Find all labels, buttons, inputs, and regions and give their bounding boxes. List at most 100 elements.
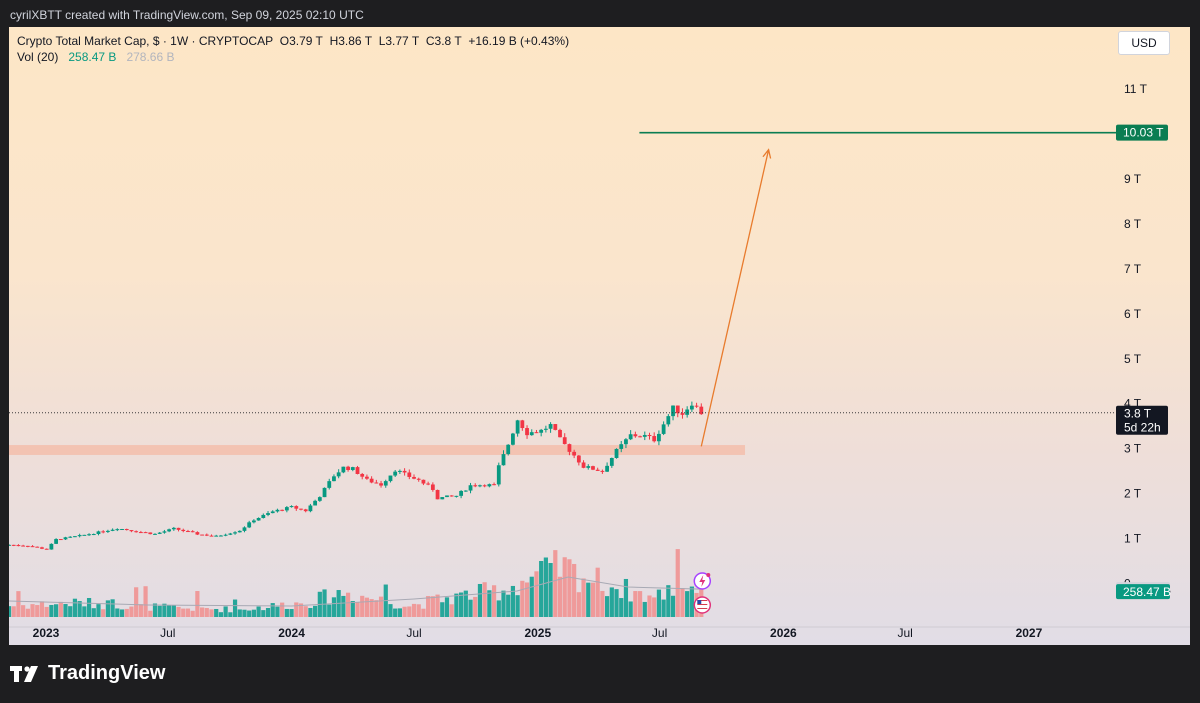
candle-body [562, 437, 567, 445]
candle-body [332, 476, 336, 482]
candle-body [223, 534, 228, 536]
candles [9, 401, 704, 550]
volume-bar [378, 596, 384, 617]
volume-bar [331, 597, 337, 617]
candle-body [445, 495, 449, 498]
volume-bar [642, 601, 647, 617]
volume-bar [96, 604, 101, 617]
volume-bar [232, 599, 238, 617]
candle-body [110, 529, 115, 531]
volume-bar [553, 550, 558, 617]
volume-bar [195, 591, 200, 617]
candle-body [591, 466, 595, 470]
volume-bar [237, 609, 242, 617]
x-tick-label: 2027 [1016, 626, 1043, 640]
volume-bar [586, 582, 591, 617]
volume-bar [600, 590, 605, 617]
volume-bar [595, 567, 600, 617]
volume-bar [82, 606, 87, 617]
candle-body [167, 529, 172, 532]
flag-canton [697, 600, 702, 604]
x-tick-label: 2026 [770, 626, 797, 640]
us-flag-event-icon[interactable] [693, 596, 712, 614]
candle-body [58, 539, 63, 541]
x-tick-label: 2025 [524, 626, 551, 640]
projection-arrow [700, 149, 770, 447]
volume-bar [11, 606, 16, 617]
volume-bar [308, 607, 313, 617]
candle-body [416, 478, 421, 480]
candle-body [487, 484, 492, 487]
y-tick-label: 6 T [1124, 307, 1142, 321]
currency-button[interactable]: USD [1118, 31, 1170, 55]
candle-body [35, 546, 40, 548]
volume-bar [614, 589, 619, 617]
volume-bar [557, 576, 563, 617]
candle-body [572, 451, 577, 456]
candle-body [327, 481, 332, 488]
price-chart[interactable]: 11 T9 T8 T7 T6 T5 T4 T3 T2 T1 T02023Jul2… [9, 27, 1190, 645]
symbol-title[interactable]: Crypto Total Market Cap, $ · 1W · CRYPTO… [17, 34, 274, 48]
volume-bar [228, 612, 233, 617]
volume-bar [524, 582, 530, 617]
flash-event-icon[interactable] [693, 572, 712, 590]
candle-body [496, 465, 501, 485]
y-tick-label: 1 T [1124, 532, 1142, 546]
candle-body [120, 529, 124, 531]
candle-body [266, 513, 270, 515]
candle-body [595, 469, 600, 471]
candle-body [115, 529, 120, 531]
volume-bar [129, 606, 134, 617]
candle-body [280, 509, 285, 511]
volume-bar [590, 582, 596, 617]
volume-bar [388, 604, 393, 617]
volume-bar [16, 591, 21, 617]
candle-body [454, 495, 459, 497]
candle-body [308, 505, 313, 512]
volume-bar [341, 595, 346, 617]
volume-bar [134, 587, 139, 617]
volume-bar [534, 571, 539, 617]
y-tick-label: 8 T [1124, 217, 1142, 231]
candle-body [25, 545, 30, 547]
volume-bar [482, 582, 487, 617]
volume-bar [364, 597, 370, 617]
candle-body [153, 533, 157, 535]
volume-bar [619, 598, 624, 617]
volume-bar [214, 608, 219, 617]
candle-body [388, 475, 393, 482]
volume-bar [39, 601, 45, 617]
volume-bar [30, 604, 35, 617]
candle-body [233, 532, 237, 534]
volume-bar [162, 603, 167, 617]
flag-stripe [697, 604, 708, 605]
chart-panel[interactable]: 11 T9 T8 T7 T6 T5 T4 T3 T2 T1 T02023Jul2… [9, 27, 1190, 645]
candle-body [426, 483, 431, 485]
candle-body [270, 511, 275, 514]
volume-bar [374, 600, 379, 617]
volume-bar [63, 604, 68, 617]
candle-body [200, 534, 204, 536]
candle-body [402, 470, 407, 473]
flag-stripe [697, 600, 708, 601]
volume-bar [261, 610, 266, 617]
volume-bar [280, 602, 285, 617]
volume-bar [124, 608, 129, 617]
volume-bar [275, 606, 280, 617]
volume-bar [393, 608, 398, 617]
volume-bar [35, 605, 40, 617]
x-tick-label: Jul [406, 626, 421, 640]
candle-body [430, 484, 435, 490]
candle-body [313, 500, 318, 506]
candle-body [374, 482, 379, 484]
volume-label[interactable]: Vol (20) [17, 50, 59, 64]
volume-tag [1116, 584, 1170, 600]
candle-body [473, 485, 478, 487]
candle-body [539, 429, 544, 433]
volume-bar [506, 594, 511, 617]
candle-body [511, 433, 515, 445]
volume-bar [675, 549, 680, 617]
candle-body [609, 457, 614, 466]
volume-bar [421, 608, 426, 617]
candle-body [543, 428, 548, 430]
